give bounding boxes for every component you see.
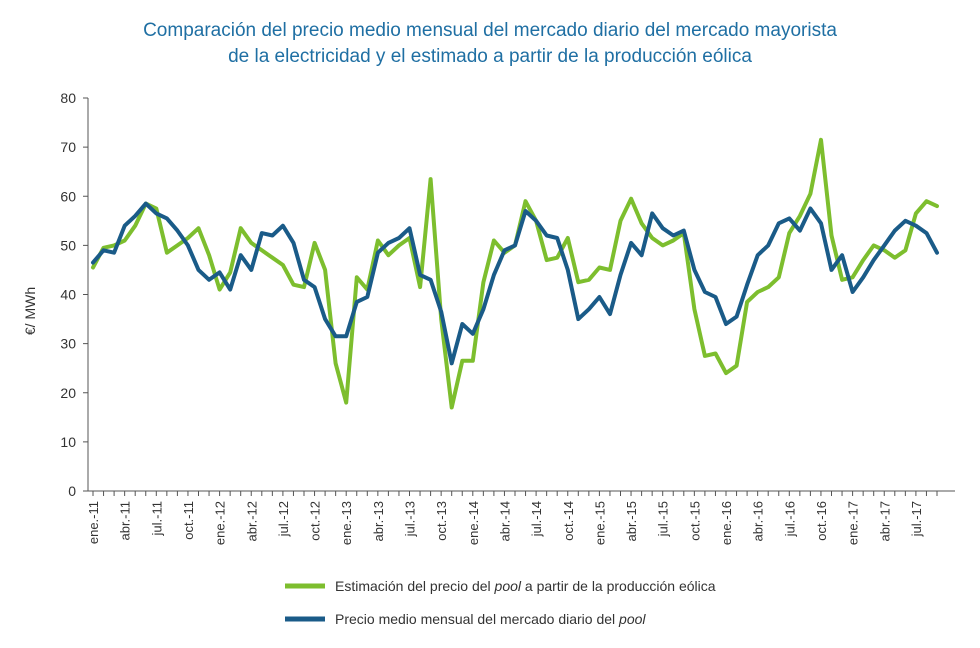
x-tick-label: oct.-15 — [687, 501, 702, 541]
x-tick-label: abr.-15 — [624, 501, 639, 541]
x-tick-label: jul.-13 — [403, 501, 418, 537]
y-tick-label: 80 — [60, 90, 76, 106]
x-tick-label: ene.-12 — [213, 501, 228, 545]
y-tick-label: 40 — [60, 287, 76, 303]
x-axis: ene.-11 abr.-11 jul.-11 oct.-11 ene.-12 abr.-… — [86, 490, 955, 545]
y-axis: 0 10 20 30 40 50 60 70 80 — [60, 90, 89, 499]
y-axis-label: €/ MWh — [22, 287, 38, 335]
series-line-2 — [91, 201, 939, 366]
x-tick-label: abr.-16 — [751, 501, 766, 541]
x-tick-label: jul.-16 — [782, 501, 797, 537]
legend-label-part: pool — [494, 578, 522, 594]
x-tick-label: abr.-12 — [244, 501, 259, 541]
y-tick-label: 20 — [60, 385, 76, 401]
x-tick-label: oct.-14 — [561, 501, 576, 541]
y-tick-label: 70 — [60, 139, 76, 155]
y-tick-label: 30 — [60, 336, 76, 352]
legend-label-part: pool — [618, 611, 646, 627]
x-tick-label: ene.-13 — [339, 501, 354, 545]
legend-label-2: Precio medio mensual del mercado diario … — [335, 611, 646, 627]
x-tick-label: ene.-14 — [466, 501, 481, 545]
x-tick-label: ene.-17 — [846, 501, 861, 545]
chart-title-line-2: de la electricidad y el estimado a parti… — [228, 46, 752, 67]
x-tick-label: jul.-14 — [529, 501, 544, 537]
legend-label-part: Estimación del precio del — [335, 578, 495, 594]
x-tick-label: abr.-17 — [877, 501, 892, 541]
x-tick-label: abr.-13 — [371, 501, 386, 541]
x-tick-label: jul.-17 — [909, 501, 924, 537]
x-tick-label: jul.-11 — [149, 501, 164, 536]
x-tick-label: oct.-12 — [308, 501, 323, 541]
chart-title-line-1: Comparación del precio medio mensual del… — [143, 20, 837, 41]
x-tick-label: ene.-11 — [86, 501, 101, 544]
x-tick-label: jul.-15 — [656, 501, 671, 537]
x-tick-label: jul.-12 — [276, 501, 291, 537]
series-layer — [91, 137, 939, 410]
legend: Estimación del precio del pool a partir … — [285, 578, 716, 627]
y-tick-label: 0 — [68, 483, 76, 499]
x-tick-label: oct.-11 — [181, 501, 196, 540]
y-tick-label: 10 — [60, 434, 76, 450]
y-tick-label: 50 — [60, 237, 76, 253]
legend-label-1: Estimación del precio del pool a partir … — [335, 578, 716, 594]
x-tick-label: abr.-14 — [497, 501, 512, 541]
x-tick-label: abr.-11 — [118, 501, 133, 541]
x-tick-label: ene.-15 — [592, 501, 607, 545]
x-tick-label: oct.-13 — [434, 501, 449, 541]
legend-label-part: a partir de la producción eólica — [521, 578, 716, 594]
legend-label-part: Precio medio mensual del mercado diario … — [335, 611, 619, 627]
x-tick-label: ene.-16 — [719, 501, 734, 545]
x-tick-label: oct.-16 — [814, 501, 829, 541]
y-tick-label: 60 — [60, 188, 76, 204]
